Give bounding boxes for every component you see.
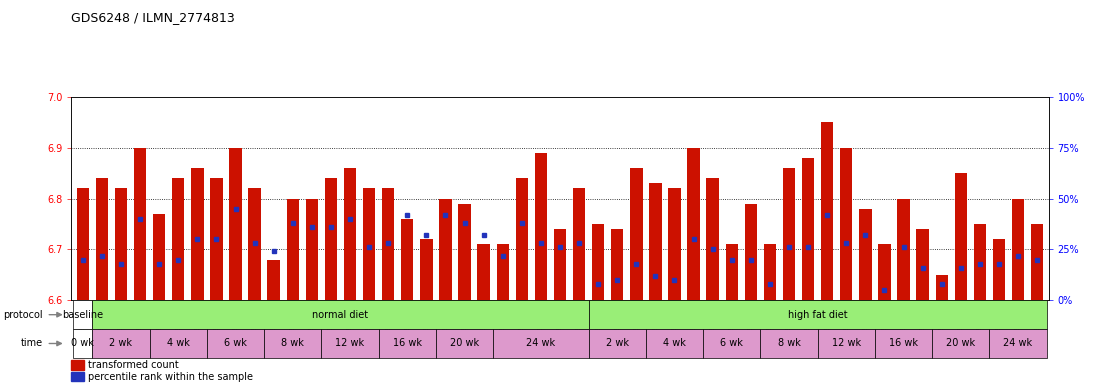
Text: 8 wk: 8 wk [777,338,800,349]
Bar [379,329,436,358]
Bar [573,189,585,300]
Bar [115,189,127,300]
Bar [74,300,92,329]
Bar [493,329,589,358]
Text: 16 wk: 16 wk [393,338,422,349]
Bar [77,189,89,300]
Bar [706,178,719,300]
Text: 12 wk: 12 wk [831,338,861,349]
Bar [932,329,989,358]
Bar [229,148,242,300]
Bar [496,244,509,300]
Bar [726,244,738,300]
Bar [703,329,761,358]
Bar [802,158,815,300]
Bar [610,229,624,300]
Bar [322,329,379,358]
Bar [875,329,932,358]
Bar [96,178,108,300]
Text: 0 wk: 0 wk [71,338,94,349]
Bar [783,168,795,300]
Bar [458,204,471,300]
Text: 20 wk: 20 wk [946,338,975,349]
Bar [974,224,986,300]
Bar [421,239,433,300]
Bar [840,148,852,300]
Text: percentile rank within the sample: percentile rank within the sample [89,372,254,382]
Text: normal diet: normal diet [313,310,369,320]
Bar [74,329,92,358]
Bar [344,168,356,300]
Text: 12 wk: 12 wk [336,338,365,349]
Text: 2 wk: 2 wk [110,338,133,349]
Bar [134,148,146,300]
Bar [305,199,318,300]
Bar [172,178,184,300]
Bar [764,244,776,300]
Bar [630,168,642,300]
Bar [439,199,451,300]
Bar [268,260,280,300]
Bar [191,168,203,300]
Bar [287,199,299,300]
Bar [954,173,967,300]
Bar [821,122,833,300]
Bar [761,329,818,358]
Text: 24 wk: 24 wk [1004,338,1032,349]
Text: 8 wk: 8 wk [281,338,304,349]
Text: 24 wk: 24 wk [526,338,556,349]
Bar [248,189,261,300]
Bar [363,189,376,300]
Bar [401,219,414,300]
Text: GDS6248 / ILMN_2774813: GDS6248 / ILMN_2774813 [71,12,235,25]
Bar [92,329,149,358]
Text: high fat diet: high fat diet [788,310,848,320]
Bar [917,229,929,300]
Bar [878,244,890,300]
Bar [669,189,681,300]
Bar [149,329,206,358]
Bar [478,244,490,300]
Text: time: time [21,338,43,349]
Bar [535,153,547,300]
Bar [153,214,166,300]
Bar [818,329,875,358]
Bar [897,199,910,300]
Text: baseline: baseline [63,310,103,320]
Text: 6 wk: 6 wk [720,338,743,349]
Text: 4 wk: 4 wk [663,338,686,349]
Bar [744,204,757,300]
Bar [687,148,699,300]
Bar [516,178,528,300]
Bar [553,229,567,300]
Text: 20 wk: 20 wk [450,338,479,349]
Bar [265,329,322,358]
Bar [436,329,493,358]
Bar [325,178,337,300]
Bar [1031,224,1043,300]
Bar [859,209,872,300]
Text: 2 wk: 2 wk [606,338,629,349]
Bar [589,300,1046,329]
Bar [92,300,589,329]
Bar [935,275,948,300]
Bar [993,239,1005,300]
Bar [71,361,83,370]
Bar [206,329,265,358]
Bar [592,224,604,300]
Text: transformed count: transformed count [89,360,179,370]
Bar [382,189,394,300]
Bar [71,372,83,381]
Text: protocol: protocol [3,310,43,320]
Text: 6 wk: 6 wk [224,338,247,349]
Bar [646,329,703,358]
Text: 4 wk: 4 wk [167,338,190,349]
Bar [589,329,646,358]
Bar [649,183,662,300]
Text: 16 wk: 16 wk [889,338,918,349]
Bar [210,178,223,300]
Bar [1012,199,1024,300]
Bar [989,329,1046,358]
